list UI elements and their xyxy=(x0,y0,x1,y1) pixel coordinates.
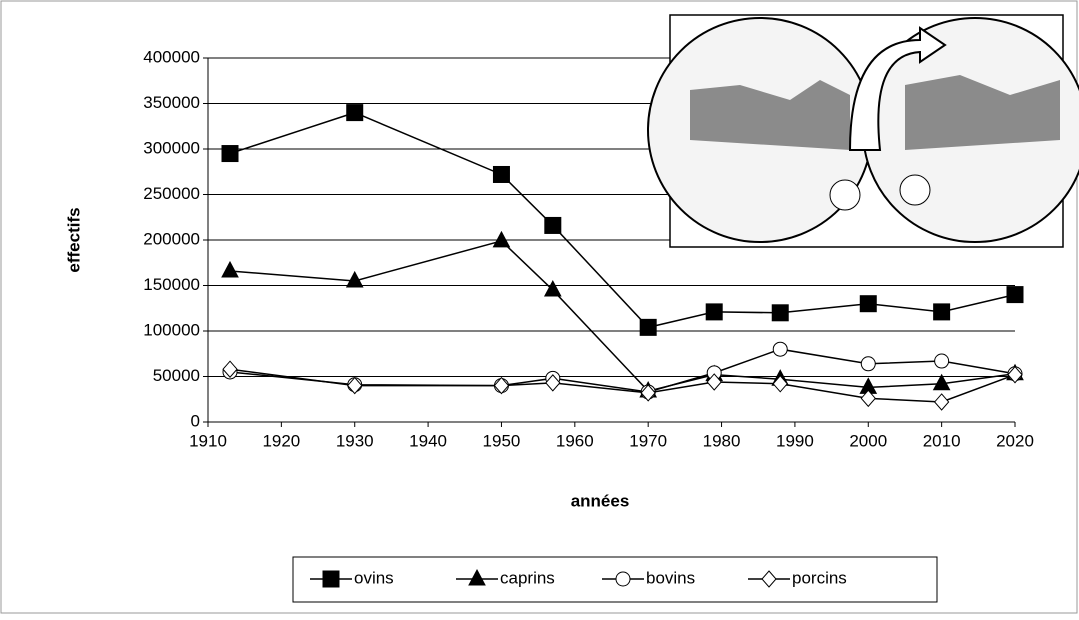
y-tick-label: 350000 xyxy=(143,93,200,112)
x-tick-label: 1930 xyxy=(336,431,374,450)
marker xyxy=(772,341,788,357)
plot-area: 0 50000 100000 150000 200000 250000 300000 3500… xyxy=(143,47,1034,450)
illustration xyxy=(647,14,1079,248)
marker xyxy=(934,353,950,369)
x-tick-label: 1990 xyxy=(776,431,814,450)
marker xyxy=(1007,365,1023,384)
x-tick-label: 1910 xyxy=(189,431,227,450)
legend-label: ovins xyxy=(354,568,394,587)
x-axis-title: années xyxy=(571,491,630,510)
marker xyxy=(492,230,511,248)
marker xyxy=(545,374,561,392)
x-tick-label: 2000 xyxy=(849,431,887,450)
y-tick-label: 200000 xyxy=(143,229,200,248)
y-tick-label: 300000 xyxy=(143,138,200,157)
marker xyxy=(771,304,789,322)
marker xyxy=(1006,286,1024,304)
y-tick-label: 150000 xyxy=(143,275,200,294)
x-tick-label: 1940 xyxy=(409,431,447,450)
marker xyxy=(544,216,562,234)
marker xyxy=(346,104,364,122)
marker xyxy=(468,568,486,586)
person-left xyxy=(829,179,861,211)
x-tick-label: 1960 xyxy=(556,431,594,450)
marker xyxy=(761,570,777,588)
y-tick-label: 250000 xyxy=(143,184,200,203)
marker xyxy=(860,356,876,372)
marker xyxy=(493,376,510,395)
y-tick-label: 100000 xyxy=(143,320,200,339)
marker xyxy=(222,360,238,378)
legend-label: bovins xyxy=(646,568,695,587)
marker xyxy=(543,279,562,297)
person-right xyxy=(899,174,931,206)
x-tick-label: 1920 xyxy=(262,431,300,450)
y-tick-label: 400000 xyxy=(143,47,200,66)
legend-label: porcins xyxy=(792,568,847,587)
x-tick-label: 2020 xyxy=(996,431,1034,450)
marker xyxy=(772,375,788,393)
marker xyxy=(640,384,656,402)
marker xyxy=(859,295,877,313)
marker xyxy=(706,373,722,391)
marker xyxy=(221,145,239,163)
series-line xyxy=(229,368,1016,403)
marker xyxy=(221,260,239,278)
marker xyxy=(492,165,510,183)
x-tick-label: 1980 xyxy=(703,431,741,450)
y-tick-label: 0 xyxy=(191,411,200,430)
marker xyxy=(347,376,363,395)
marker xyxy=(705,303,723,321)
y-axis-title: effectifs xyxy=(64,207,83,272)
marker xyxy=(322,570,340,588)
x-tick-label: 1950 xyxy=(483,431,521,450)
x-tick-label: 2010 xyxy=(923,431,961,450)
marker xyxy=(615,571,631,587)
marker xyxy=(639,318,657,336)
arrow xyxy=(848,26,947,151)
marker xyxy=(860,389,876,408)
mountains-left xyxy=(690,80,850,150)
series-line xyxy=(229,111,1016,329)
legend-label: caprins xyxy=(500,568,555,587)
x-tick-label: 1970 xyxy=(629,431,667,450)
legend: ovins caprins bovins porcins xyxy=(292,556,938,603)
mountains-right xyxy=(905,75,1060,150)
marker xyxy=(933,393,950,411)
marker xyxy=(932,373,951,391)
marker xyxy=(345,270,364,288)
y-tick-label: 50000 xyxy=(153,366,200,385)
marker xyxy=(933,303,951,321)
